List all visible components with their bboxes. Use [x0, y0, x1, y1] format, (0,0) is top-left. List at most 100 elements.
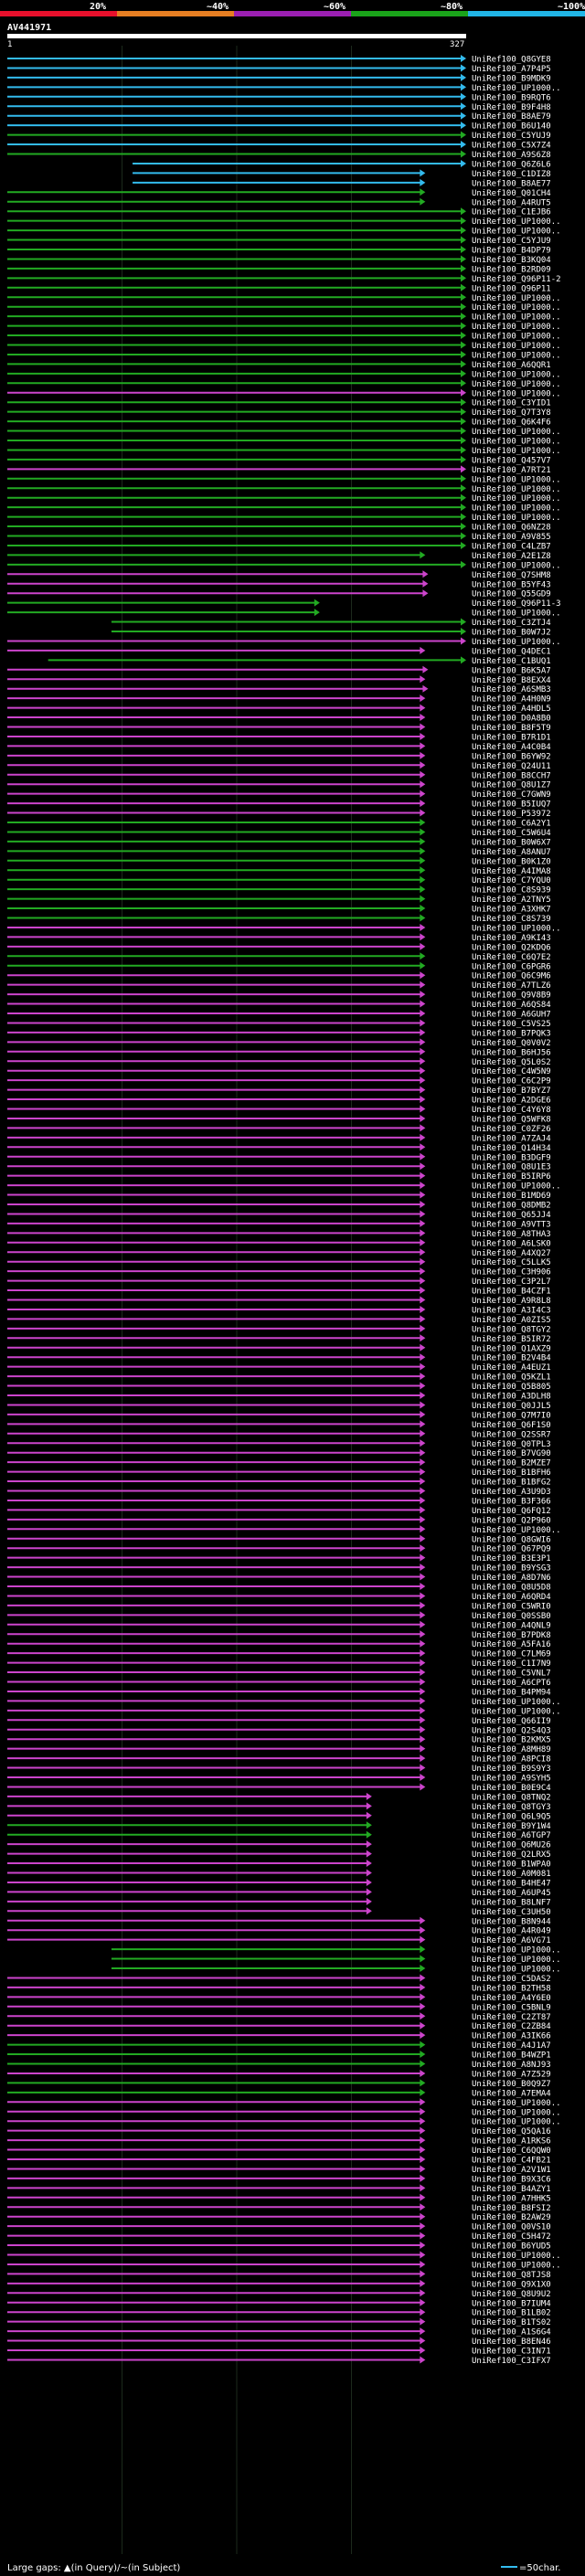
hit-label: UniRef100_UP1000.. — [472, 84, 561, 93]
hit-arrow — [420, 1000, 426, 1008]
hit-arrow — [420, 197, 426, 206]
hit-arrow — [420, 1066, 426, 1075]
hit-arrow — [420, 1096, 426, 1104]
hit-label: UniRef100_B3E3P1 — [472, 1554, 551, 1564]
hit-arrow — [420, 704, 426, 712]
hit-label: UniRef100_UP1000.. — [472, 2108, 561, 2117]
hit-arrow — [420, 952, 426, 960]
hit-label: UniRef100_Q01CH4 — [472, 189, 551, 198]
hit-label: UniRef100_A3I4C3 — [472, 1306, 551, 1315]
hit-arrow — [420, 1754, 426, 1763]
query-name: AV441971 — [7, 23, 51, 33]
hit-label: UniRef100_Q0VS10 — [472, 2223, 551, 2232]
hit-arrow — [420, 942, 426, 950]
hit-label: UniRef100_A4Y6E0 — [472, 1994, 551, 2003]
hit-arrow — [420, 1191, 426, 1199]
hit-label: UniRef100_C2ZB84 — [472, 2022, 551, 2031]
hit-label: UniRef100_C6Q7E2 — [472, 953, 551, 962]
hit-arrow — [420, 1238, 426, 1246]
hit-label: UniRef100_A8PCI8 — [472, 1755, 551, 1765]
hit-arrow — [420, 1592, 426, 1600]
hit-arrow — [461, 446, 466, 454]
hit-arrow — [420, 1983, 426, 1991]
hit-arrow — [420, 1706, 426, 1714]
hit-label: UniRef100_A8ANU7 — [472, 848, 551, 857]
hit-arrow — [420, 2107, 426, 2115]
hit-label: UniRef100_B9RQT6 — [472, 93, 551, 102]
hit-arrow — [420, 1362, 426, 1371]
identity-scale: 20% ~40% ~60% ~80% ~100% — [0, 2, 585, 16]
hit-arrow — [422, 570, 429, 578]
hit-label: UniRef100_Q2KDQ6 — [472, 943, 551, 952]
hit-arrow — [461, 227, 466, 235]
scale-label: ~40% — [207, 2, 229, 12]
hit-arrow — [420, 2060, 426, 2068]
hit-arrow — [420, 2251, 426, 2259]
hit-label: UniRef100_B5IRP6 — [472, 1172, 551, 1182]
hit-label: UniRef100_Q5B805 — [472, 1383, 551, 1392]
hit-label: UniRef100_B7IUM4 — [472, 2299, 551, 2308]
hit-label: UniRef100_Q8TGY3 — [472, 1803, 551, 1812]
hit-arrow — [420, 2069, 426, 2077]
hit-label: UniRef100_Q24U11 — [472, 762, 551, 771]
hit-label: UniRef100_Q9X1X0 — [472, 2280, 551, 2289]
hit-label: UniRef100_B9MDK9 — [472, 74, 551, 83]
hit-arrow — [420, 1611, 426, 1619]
hit-label: UniRef100_UP1000.. — [472, 2099, 561, 2108]
hit-arrow — [420, 991, 426, 999]
hit-label: UniRef100_UP1000.. — [472, 438, 561, 447]
hit-label: UniRef100_Q14H34 — [472, 1144, 551, 1153]
hit-arrow — [420, 770, 426, 779]
hit-label: UniRef100_B7VG90 — [472, 1449, 551, 1458]
scale-segment — [0, 11, 117, 16]
hit-arrow — [461, 523, 466, 531]
hit-label: UniRef100_B1LB02 — [472, 2309, 551, 2318]
hit-arrow — [461, 360, 466, 368]
hit-arrow — [420, 1143, 426, 1151]
hit-arrow — [420, 1343, 426, 1352]
hit-label: UniRef100_B9S9Y3 — [472, 1765, 551, 1774]
hit-label: UniRef100_C3IN71 — [472, 2348, 551, 2357]
hit-arrow — [420, 1515, 426, 1523]
hit-arrow — [420, 1420, 426, 1428]
hit-arrow — [461, 618, 466, 626]
hit-label: UniRef100_B8F5T9 — [472, 724, 551, 733]
hit-arrow — [420, 1955, 426, 1963]
hit-label: UniRef100_Q7M7I0 — [472, 1411, 551, 1420]
hit-arrow — [366, 1907, 372, 1915]
hit-label: UniRef100_B0K1Z0 — [472, 857, 551, 866]
hit-label: UniRef100_A4HDL5 — [472, 705, 551, 714]
hit-arrow — [461, 474, 466, 482]
hit-arrow — [420, 1487, 426, 1495]
hit-arrow — [366, 1802, 372, 1810]
hit-arrow — [461, 264, 466, 272]
hit-arrow — [420, 1334, 426, 1342]
hit-arrow — [461, 369, 466, 377]
hit-list: UniRef100_Q8GYE8UniRef100_A7P4P5UniRef10… — [7, 46, 561, 2554]
hit-arrow — [420, 1687, 426, 1695]
hit-arrow — [461, 246, 466, 253]
hit-label: UniRef100_C3ZTJ4 — [472, 619, 551, 628]
hit-arrow — [420, 675, 426, 684]
hit-label: UniRef100_A0M081 — [472, 1870, 551, 1879]
hit-label: UniRef100_UP1000.. — [472, 1966, 561, 1975]
hit-label: UniRef100_UP1000.. — [472, 2118, 561, 2127]
hit-label: UniRef100_A6QRD4 — [472, 1593, 551, 1602]
hit-arrow — [314, 599, 320, 607]
hit-arrow — [420, 1057, 426, 1065]
hit-arrow — [461, 122, 466, 130]
hit-label: UniRef100_B8FSI2 — [472, 2204, 551, 2213]
hit-arrow — [420, 847, 426, 855]
hit-arrow — [461, 236, 466, 244]
scale-segment — [351, 11, 468, 16]
hit-label: UniRef100_Q66II9 — [472, 1717, 551, 1726]
hit-label: UniRef100_Q6C9M6 — [472, 972, 551, 981]
hit-label: UniRef100_Q4DEC1 — [472, 647, 551, 656]
hit-arrow — [461, 64, 466, 72]
hit-arrow — [366, 1811, 372, 1819]
hit-arrow — [420, 1774, 426, 1781]
hit-arrow — [461, 332, 466, 340]
hit-label: UniRef100_B3KQ04 — [472, 256, 551, 265]
hit-arrow — [420, 819, 426, 826]
hit-label: UniRef100_A2V1W1 — [472, 2166, 551, 2175]
